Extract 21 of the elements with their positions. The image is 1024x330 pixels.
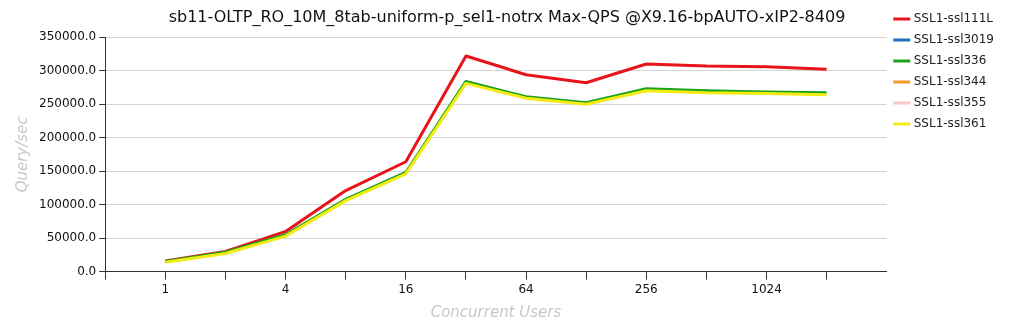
y-tick-label: 50000.0 bbox=[46, 230, 97, 245]
x-tick-label: 1024 bbox=[751, 281, 782, 296]
y-tick-label: 0.0 bbox=[77, 263, 97, 278]
legend-label: SSL1-ssl111L bbox=[913, 11, 994, 26]
x-tick-label: 256 bbox=[634, 281, 658, 296]
x-tick-label: 4 bbox=[281, 281, 290, 296]
legend-label: SSL1-ssl336 bbox=[913, 53, 987, 68]
legend-label: SSL1-ssl3019 bbox=[913, 32, 994, 47]
y-tick-label: 350000.0 bbox=[38, 29, 97, 44]
y-tick-label: 100000.0 bbox=[38, 196, 97, 211]
x-tick-label: 1 bbox=[161, 281, 170, 296]
chart-title: sb11-OLTP_RO_10M_8tab-uniform-p_sel1-notrx Max-QPS @X9.16-bpAUTO-xIP2-8409 bbox=[168, 6, 846, 27]
x-tick-label: 16 bbox=[398, 281, 414, 296]
legend-label: SSL1-ssl361 bbox=[913, 116, 987, 131]
legend-label: SSL1-ssl344 bbox=[913, 74, 987, 89]
y-tick-label: 300000.0 bbox=[38, 62, 97, 77]
y-tick-label: 150000.0 bbox=[38, 163, 97, 178]
x-tick-label: 64 bbox=[518, 281, 534, 296]
y-tick-label: 200000.0 bbox=[38, 129, 97, 144]
y-tick-label: 250000.0 bbox=[38, 96, 97, 111]
legend-label: SSL1-ssl355 bbox=[913, 95, 987, 110]
